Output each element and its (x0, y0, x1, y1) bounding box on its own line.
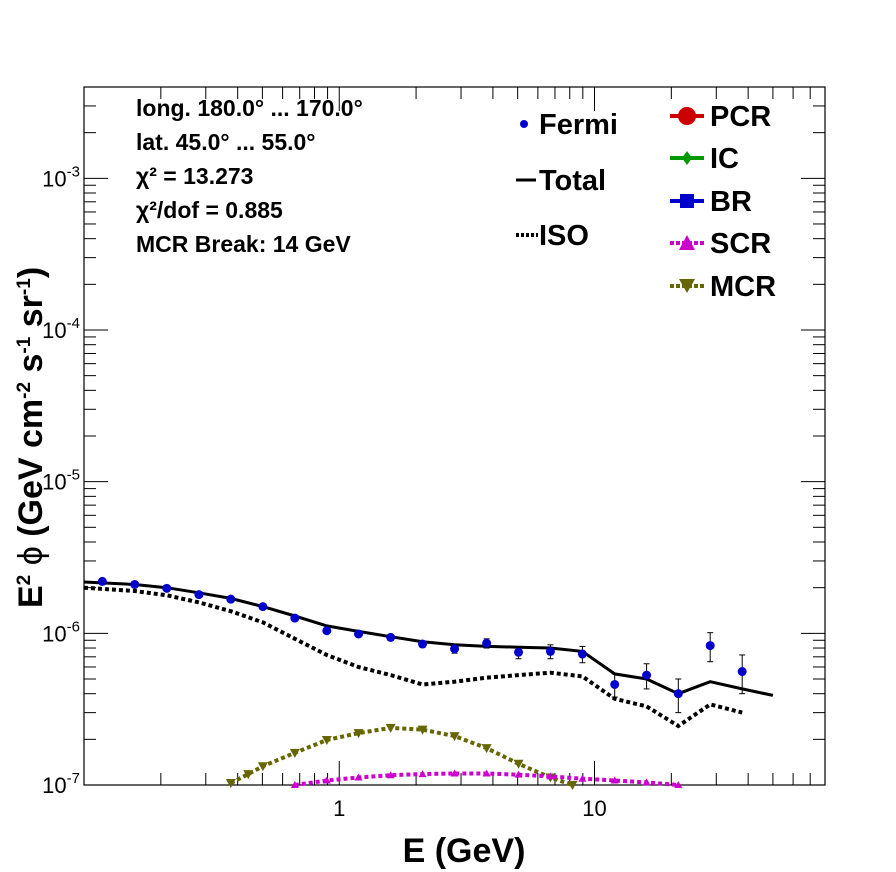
info-break: MCR Break: 14 GeV (136, 231, 351, 257)
mcr-point (449, 732, 460, 742)
legend-label: Total (539, 165, 606, 197)
fermi-point (290, 613, 300, 623)
legend-scr: SCR (670, 228, 771, 260)
mcr-point (257, 762, 268, 772)
x-tick-label: 1 (333, 796, 345, 821)
scr-point (610, 776, 619, 784)
mcr-point (513, 759, 524, 769)
scr-point (450, 769, 459, 777)
y-tick-label: 10-4 (42, 315, 80, 343)
legend-marker (679, 235, 695, 250)
legend-label: IC (710, 143, 739, 175)
scr-point (642, 778, 651, 786)
mcr-point (417, 725, 428, 735)
y-tick-label: 10-7 (42, 770, 80, 798)
y-tick-label: 10-5 (42, 467, 80, 495)
scr-point (578, 774, 587, 782)
fermi-point (354, 629, 364, 639)
mcr-point (225, 779, 236, 789)
x-tick-label: 10 (582, 796, 606, 821)
scr-point (322, 776, 331, 784)
y-axis-title: E2 ϕ (GeV cm-2 s-1 sr-1) (12, 267, 50, 608)
scr-point (674, 781, 683, 788)
legend-label: Fermi (539, 109, 618, 141)
fermi-point (162, 583, 172, 593)
legend-marker (682, 151, 692, 165)
scr-point (546, 772, 555, 780)
mcr-point (385, 723, 396, 733)
fermi-point (194, 590, 204, 600)
legend-iso: ISO (516, 220, 589, 252)
fermi-point (610, 679, 620, 689)
mcr-point (481, 744, 492, 754)
scr-point (354, 773, 363, 781)
fermi-point (737, 667, 747, 677)
mcr-point (289, 748, 300, 758)
fermi-point (545, 646, 555, 656)
y-tick-label: 10-6 (42, 618, 80, 646)
mcr-point (321, 736, 332, 746)
legend-label: BR (710, 186, 752, 218)
fermi-point (705, 641, 715, 651)
fermi-point (97, 576, 107, 586)
scr-point (418, 770, 427, 778)
fermi-point (577, 649, 587, 659)
legend-br: BR (670, 186, 752, 218)
scr-point (386, 771, 395, 779)
fermi-point (418, 639, 428, 649)
scr-point (290, 781, 299, 788)
legend-label: PCR (710, 101, 771, 133)
fermi-point (386, 632, 396, 642)
scr-point (514, 770, 523, 778)
fermi-point (130, 579, 140, 589)
y-tick-label: 10-3 (42, 163, 80, 191)
legend-fermi: Fermi (520, 109, 618, 141)
fermi-point (482, 638, 492, 648)
total-line (83, 580, 774, 697)
legend-marker (520, 120, 528, 128)
legend-label: ISO (539, 220, 589, 252)
iso-line (83, 585, 743, 729)
legend-total: Total (516, 165, 606, 197)
x-axis-title: E (GeV) (403, 832, 526, 870)
legend-mcr: MCR (670, 271, 776, 303)
legend-marker (680, 194, 694, 208)
info-lat: lat. 45.0° ... 55.0° (136, 129, 316, 155)
fermi-point (258, 602, 268, 612)
fermi-point (322, 626, 332, 636)
mcr-point (567, 781, 578, 790)
mcr-point (353, 729, 364, 739)
scr-point (482, 769, 491, 777)
legend-label: MCR (710, 271, 776, 303)
info-long: long. 180.0° ... 170.0° (136, 95, 363, 121)
fermi-point (514, 647, 524, 657)
info-chi2: χ² = 13.273 (136, 163, 253, 189)
fermi-point (673, 689, 683, 699)
legend-marker (679, 279, 695, 293)
fermi-point (642, 670, 652, 680)
legend-marker (678, 107, 696, 125)
legend-ic: IC (670, 143, 739, 175)
fermi-point (226, 594, 236, 604)
legend-label: SCR (710, 228, 771, 260)
legend-pcr: PCR (670, 101, 771, 133)
fermi-point (450, 644, 460, 654)
mcr-point (243, 770, 254, 780)
info-chi2dof: χ²/dof = 0.885 (136, 197, 283, 223)
